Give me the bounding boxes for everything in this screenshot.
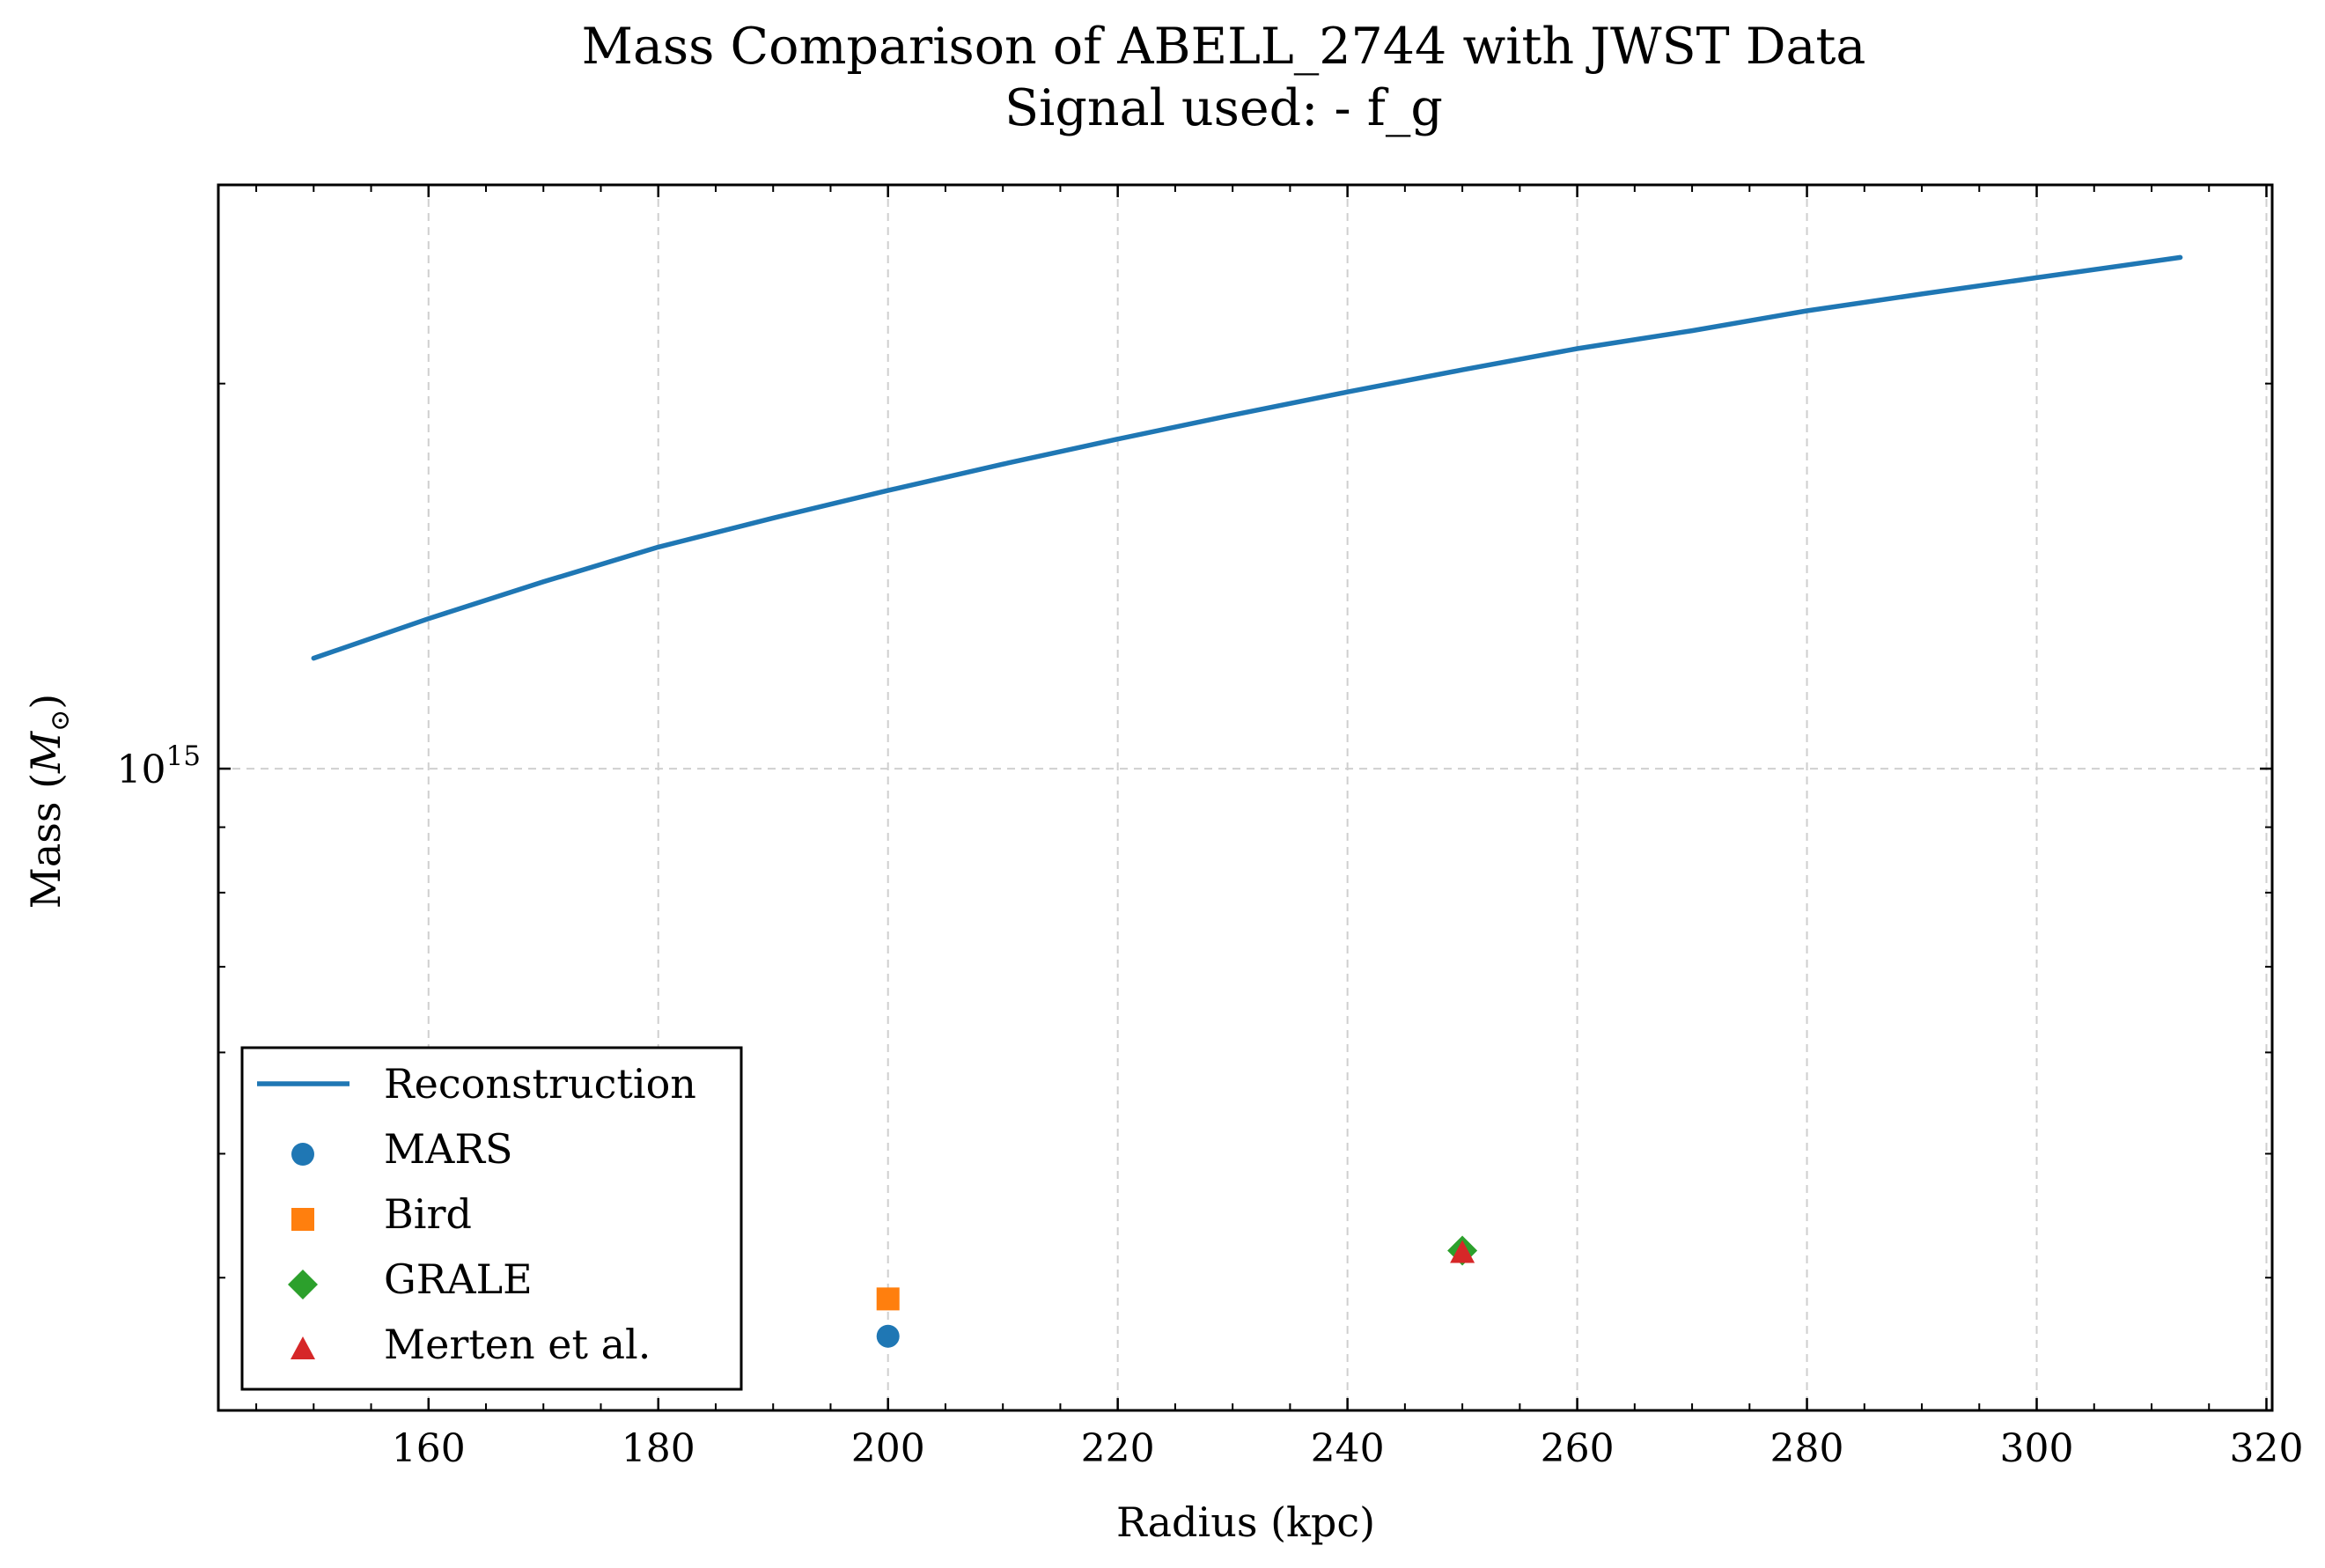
legend-marker-bird: [291, 1208, 314, 1231]
x-tick-label: 180: [622, 1426, 695, 1471]
x-tick-label: 320: [2229, 1426, 2303, 1471]
point-mars: [876, 1324, 900, 1348]
legend-marker-mars: [291, 1143, 314, 1166]
x-tick-label: 280: [1770, 1426, 1844, 1471]
y-axis-label: Mass (M⊙): [22, 694, 76, 909]
legend-label-reconstruction: Reconstruction: [384, 1060, 696, 1108]
x-tick-label: 200: [851, 1426, 925, 1471]
axis-ticks: 160 180 200 220 240 260 280 300 320 1015: [117, 185, 2303, 1471]
legend-marker-merten-et-al: [291, 1336, 315, 1359]
point-bird: [876, 1287, 900, 1311]
legend-box: [240, 1046, 743, 1391]
plot-data: [311, 254, 2183, 1348]
legend-label-bird: Bird: [384, 1190, 472, 1238]
x-tick-label: 240: [1311, 1426, 1385, 1471]
x-tick-label: 160: [392, 1426, 466, 1471]
legend-marker-grale: [288, 1270, 318, 1299]
legend: Reconstruction MARS Bird GRALE Merten et al.: [240, 1046, 743, 1391]
legend-label-mars: MARS: [384, 1125, 512, 1173]
grid-lines: [218, 185, 2272, 1410]
legend-label-grale: GRALE: [384, 1255, 533, 1303]
point-merten-et-al: [1450, 1240, 1475, 1263]
chart-subtitle: Signal used: - f_g: [1004, 79, 1443, 137]
y-tick-label: 1015: [117, 740, 201, 792]
x-tick-label: 300: [2000, 1426, 2074, 1471]
x-tick-label: 220: [1081, 1426, 1155, 1471]
plot-frame: [217, 183, 2274, 1412]
x-axis-label: Radius (kpc): [1116, 1498, 1375, 1546]
series-line-reconstruction: [311, 254, 2183, 661]
legend-label-merten-et-al: Merten et al.: [384, 1321, 651, 1368]
x-tick-label: 260: [1541, 1426, 1615, 1471]
chart-title: Mass Comparison of ABELL_2744 with JWST …: [582, 18, 1866, 76]
